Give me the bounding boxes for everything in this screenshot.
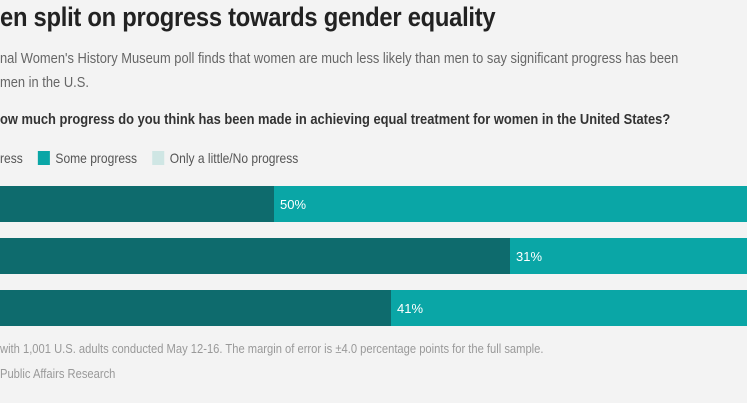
legend-swatch-little-no-progress: [152, 151, 165, 165]
subtitle-line-2: men in the U.S.: [0, 74, 89, 91]
legend-item-significant-progress: ress: [0, 150, 23, 166]
legend-swatch-some-progress: [38, 151, 51, 165]
bar-data-label: 31%: [516, 249, 542, 264]
subtitle-line-1: nal Women's History Museum poll finds th…: [0, 50, 679, 67]
survey-question: ow much progress do you think has been m…: [0, 111, 671, 128]
chart-note: with 1,001 U.S. adults conducted May 12-…: [0, 341, 544, 356]
bar-data-label: 41%: [397, 301, 423, 316]
bar-segment-some-progress: [391, 290, 747, 326]
bar-segment-significant-progress: [0, 186, 274, 222]
bar-segment-significant-progress: [0, 238, 510, 274]
legend-label-significant-progress: ress: [0, 150, 23, 166]
legend-item-some-progress: Some progress: [38, 150, 137, 166]
chart-title: en split on progress towards gender equa…: [0, 2, 496, 32]
legend-label-some-progress: Some progress: [55, 150, 138, 166]
chart-legend: ress Some progress Only a little/No prog…: [0, 149, 314, 167]
bar-segment-some-progress: [274, 186, 747, 222]
legend-label-little-no-progress: Only a little/No progress: [169, 150, 299, 166]
bar-segment-significant-progress: [0, 290, 391, 326]
chart-subtitle: nal Women's History Museum poll finds th…: [0, 47, 679, 95]
bar-segment-some-progress: [510, 238, 747, 274]
bar-data-label: 50%: [280, 197, 306, 212]
chart-source: Public Affairs Research: [0, 366, 116, 381]
legend-item-little-no-progress: Only a little/No progress: [152, 150, 299, 166]
